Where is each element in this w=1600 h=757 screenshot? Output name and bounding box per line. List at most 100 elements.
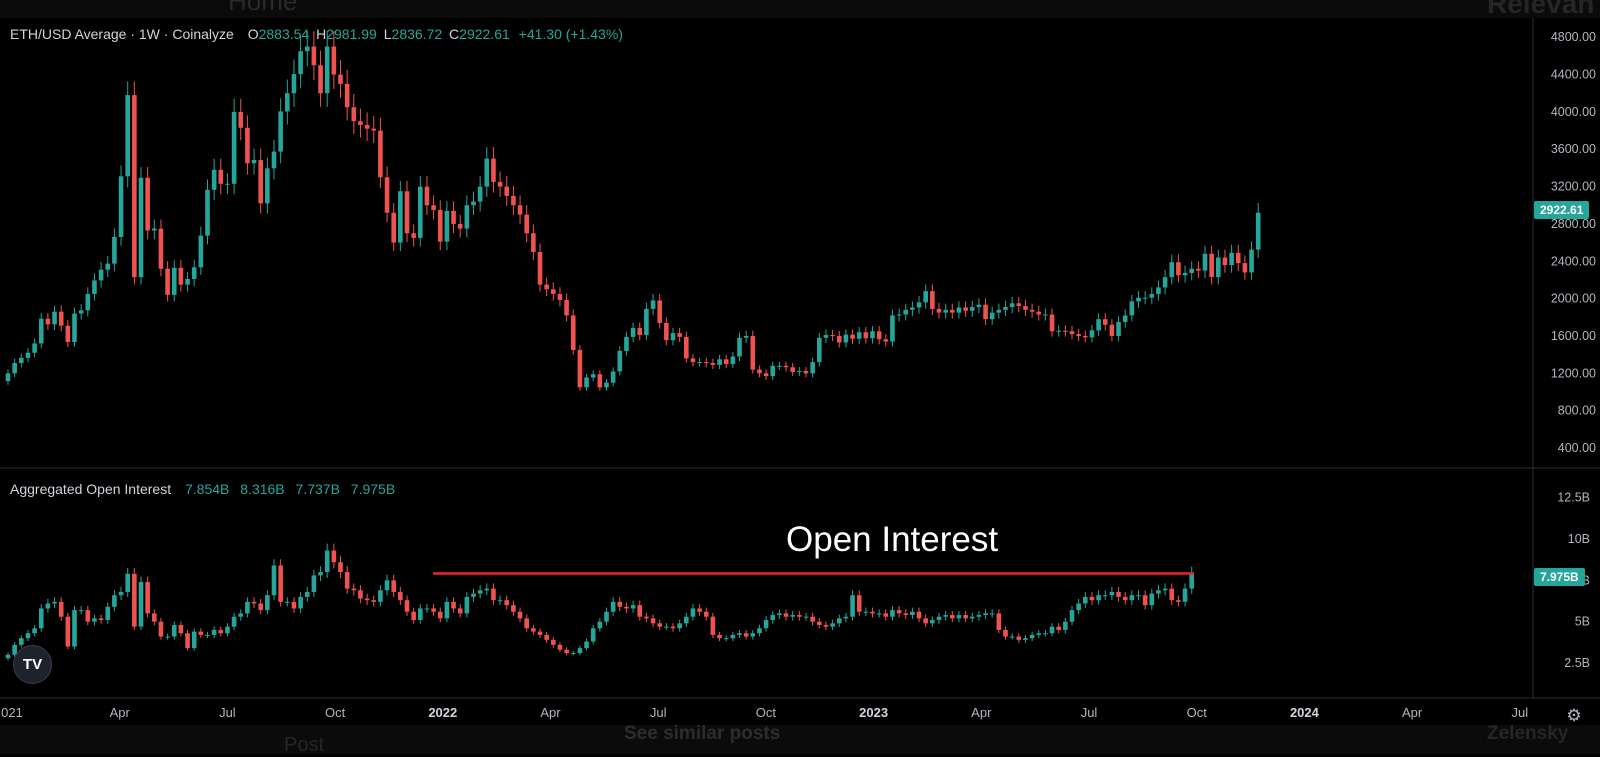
oi-candle-body	[637, 605, 643, 617]
legend-open-value: 2883.54	[258, 26, 310, 42]
oi-legend-high: 8.316B	[240, 481, 285, 497]
price-candle	[617, 346, 623, 376]
price-legend-title: ETH/USD Average · 1W · Coinalyze	[10, 26, 234, 42]
oi-candle	[1069, 605, 1075, 626]
price-candle-body	[930, 291, 935, 309]
oi-candle	[684, 612, 689, 627]
oi-candle	[231, 612, 237, 631]
price-candle	[1216, 249, 1221, 285]
oi-candle	[1102, 590, 1108, 601]
oi-candle	[205, 631, 210, 639]
oi-candle	[650, 614, 656, 627]
price-candle	[903, 303, 909, 321]
price-candle	[384, 166, 390, 223]
oi-candle	[803, 612, 809, 621]
price-candle-body	[710, 363, 716, 365]
price-candle	[52, 305, 57, 330]
oi-candle-body	[45, 603, 51, 609]
price-candle-body	[171, 267, 177, 295]
oi-candle-body	[1149, 593, 1155, 606]
oi-candle-body	[577, 648, 583, 654]
price-candle-body	[910, 307, 915, 310]
price-candle-body	[1255, 212, 1261, 250]
price-candle	[418, 176, 423, 247]
price-candle-body	[551, 289, 556, 294]
oi-candle-body	[338, 562, 343, 573]
price-candle	[437, 200, 443, 251]
tradingview-logo-icon[interactable]: TV	[13, 645, 52, 684]
price-candle-body	[630, 328, 636, 337]
oi-candle	[923, 614, 928, 627]
oi-candle	[1056, 623, 1061, 634]
oi-candle	[198, 628, 204, 639]
price-candle-body	[85, 293, 91, 311]
price-candle-body	[191, 267, 197, 280]
oi-candle-body	[85, 610, 91, 622]
oi-candle	[690, 604, 696, 621]
price-candle-body	[298, 51, 303, 75]
price-candle-body	[444, 210, 450, 242]
price-candle	[750, 330, 756, 374]
oi-candle-body	[152, 613, 157, 622]
price-candle	[1249, 241, 1254, 280]
oi-candle-body	[657, 623, 662, 627]
oi-candle-body	[1122, 596, 1128, 601]
price-candle	[803, 366, 809, 378]
oi-candle-body	[78, 610, 84, 612]
oi-candle	[876, 609, 882, 618]
oi-candle	[890, 605, 895, 621]
oi-candle	[710, 612, 716, 639]
price-candle-body	[803, 370, 809, 374]
price-candle	[1182, 265, 1188, 283]
oi-axis-tick: 2.5B	[1564, 656, 1590, 670]
price-candle	[584, 373, 589, 391]
gear-icon[interactable]: ⚙	[1566, 706, 1582, 725]
oi-candle	[105, 602, 111, 624]
price-axis-tick: 4800.00	[1551, 30, 1596, 44]
price-candle-body	[311, 46, 317, 66]
oi-candle-body	[198, 631, 204, 635]
price-candle	[763, 369, 769, 380]
oi-candle	[245, 597, 250, 618]
oi-candle	[1176, 595, 1181, 607]
price-candle-body	[537, 251, 543, 285]
chart-canvas[interactable]: 400.00 800.00 1200.00 1600.00 2000.00 2400.00…	[0, 0, 1600, 727]
oi-candle-body	[597, 621, 603, 629]
price-candle-body	[384, 177, 390, 213]
oi-candle-body	[351, 588, 357, 591]
oi-candle	[477, 585, 483, 599]
price-candle	[471, 191, 476, 216]
price-candle-body	[65, 325, 71, 343]
price-candle	[1242, 255, 1248, 280]
oi-candle	[570, 650, 576, 656]
price-candle-body	[19, 357, 24, 364]
price-candle	[1149, 287, 1155, 305]
oi-candle-body	[497, 600, 503, 602]
price-candle	[431, 195, 436, 220]
price-candle-body	[597, 374, 603, 388]
price-candle-body	[1102, 319, 1108, 325]
price-candle-body	[723, 359, 729, 364]
open-interest-annotation: Open Interest	[786, 520, 999, 559]
time-axis-tick: Apr	[540, 705, 561, 720]
price-candle	[364, 112, 370, 142]
oi-candle-body	[185, 633, 190, 649]
price-candle	[896, 308, 902, 322]
oi-candle-body	[677, 623, 682, 629]
price-candle-body	[1162, 277, 1168, 288]
oi-candle	[1016, 633, 1022, 643]
price-candle-body	[132, 95, 137, 278]
price-candle	[411, 224, 416, 247]
oi-candle-body	[311, 575, 317, 592]
oi-candle-body	[371, 600, 377, 602]
price-candle-body	[1136, 297, 1141, 302]
oi-candle-body	[331, 550, 337, 563]
price-candle-body	[1016, 303, 1022, 307]
oi-candle-body	[238, 613, 244, 617]
oi-candle	[285, 597, 290, 607]
price-candle-body	[32, 343, 37, 353]
price-candle-body	[105, 263, 111, 270]
price-candle	[876, 325, 882, 345]
price-candle-body	[218, 169, 224, 184]
oi-candle-body	[304, 591, 310, 597]
